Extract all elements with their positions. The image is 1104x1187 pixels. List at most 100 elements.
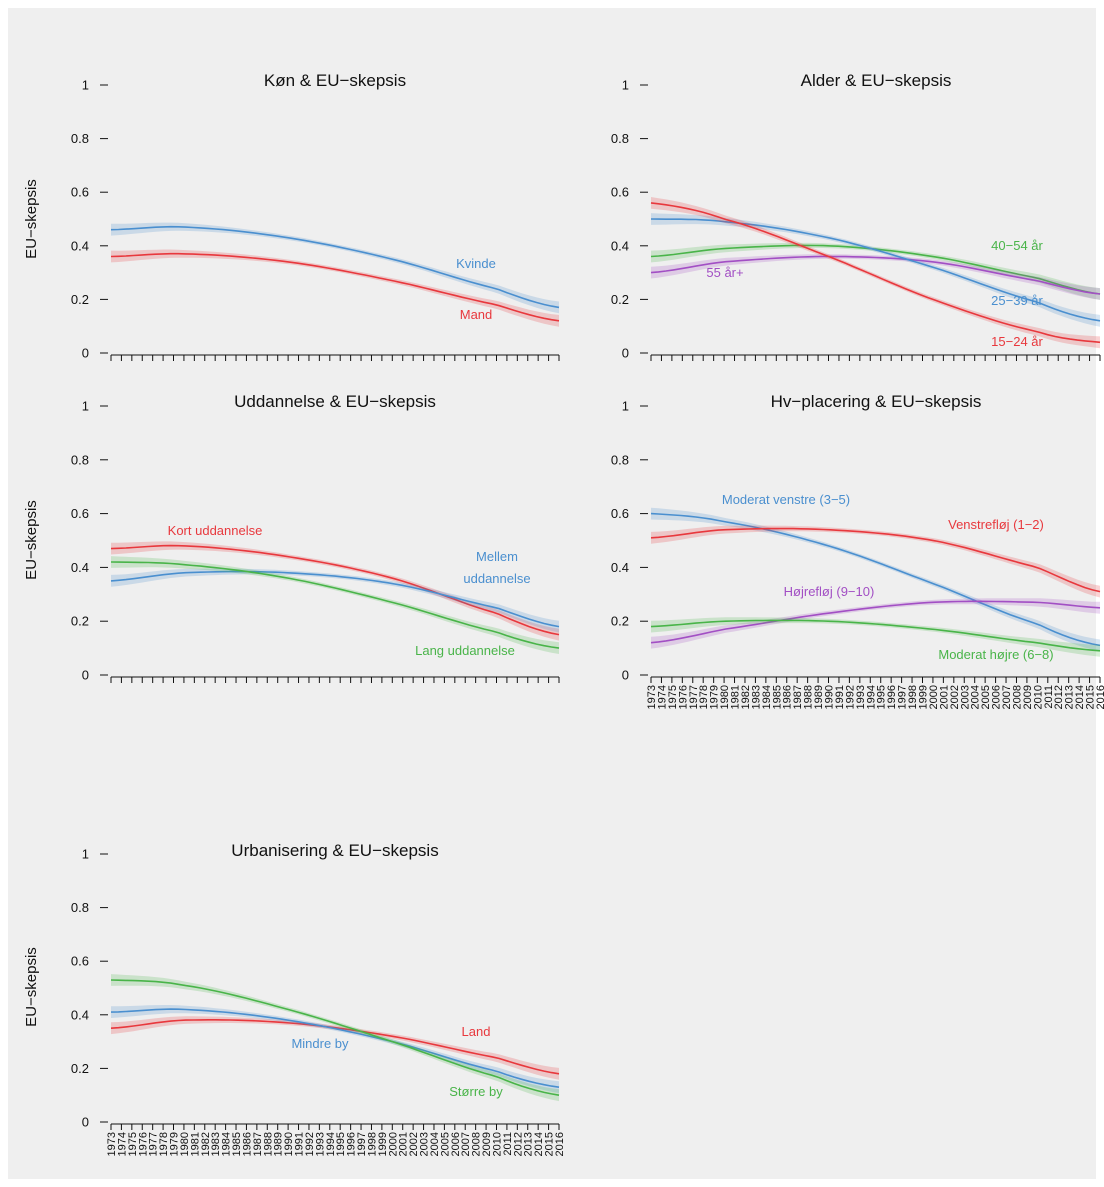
x-tick-label: 1978: [698, 685, 710, 709]
x-tick-label: 2013: [523, 1132, 535, 1156]
x-tick-label: 1978: [158, 1132, 170, 1156]
x-tick-label: 1990: [824, 685, 836, 709]
x-tick-label: 2006: [450, 1132, 462, 1156]
y-tick-label: 0.4: [611, 560, 629, 575]
x-tick-label: 1982: [740, 685, 752, 709]
series-line: [650, 202, 1101, 344]
y-tick-label: 0.8: [71, 900, 89, 915]
series-label: Mand: [460, 307, 493, 322]
x-tick-label: 2002: [408, 1132, 420, 1156]
y-tick-label: 1: [82, 399, 89, 414]
panel-title: Alder & EU−skepsis: [801, 71, 952, 90]
y-tick-label: 0.8: [71, 131, 89, 146]
y-tick-label: 0: [82, 1115, 89, 1130]
y-tick-label: 0.6: [611, 506, 629, 521]
x-tick-label: 1980: [179, 1132, 191, 1156]
x-tick-label: 1981: [730, 685, 742, 709]
series-line: [110, 544, 560, 636]
series-line: [110, 252, 560, 322]
x-tick-label: 1993: [314, 1132, 326, 1156]
x-tick-label: 1999: [377, 1132, 389, 1156]
series-label: Kort uddannelse: [168, 523, 263, 538]
x-tick-label: 2005: [439, 1132, 451, 1156]
x-tick-label: 1984: [221, 1132, 233, 1156]
y-tick-label: 1: [622, 78, 629, 93]
series-label: Moderat højre (6−8): [938, 647, 1053, 662]
series-label: Mindre by: [291, 1036, 349, 1051]
x-tick-label: 1991: [834, 685, 846, 709]
x-tick-label: 2003: [419, 1132, 431, 1156]
series-confidence-band: [111, 249, 559, 327]
x-tick-label: 1998: [366, 1132, 378, 1156]
y-tick-label: 1: [82, 78, 89, 93]
series-label: 55 år+: [706, 265, 743, 280]
x-tick-label: 2007: [460, 1132, 472, 1156]
y-tick-label: 0.6: [71, 185, 89, 200]
x-tick-label: 1995: [335, 1132, 347, 1156]
y-axis-label: EU−skepsis: [23, 179, 40, 259]
y-axis-label: EU−skepsis: [23, 947, 40, 1027]
x-tick-label: 1986: [782, 685, 794, 709]
y-tick-label: 0.2: [71, 614, 89, 629]
x-tick-label: 2010: [491, 1132, 503, 1156]
x-tick-label: 2011: [502, 1132, 514, 1156]
y-tick-label: 0: [622, 346, 629, 361]
y-tick-label: 0.8: [611, 452, 629, 467]
x-tick-label: 1985: [771, 685, 783, 709]
x-tick-label: 2013: [1064, 685, 1076, 709]
x-tick-label: 1996: [886, 685, 898, 709]
y-tick-label: 0.4: [71, 238, 89, 253]
series-line: [110, 561, 560, 649]
series-label: uddannelse: [463, 571, 530, 586]
x-tick-label: 1979: [169, 1132, 181, 1156]
x-tick-label: 1994: [865, 685, 877, 709]
x-tick-label: 1994: [325, 1132, 337, 1156]
x-tick-label: 1992: [304, 1132, 316, 1156]
x-tick-label: 1973: [106, 1132, 118, 1156]
x-tick-label: 2007: [1001, 685, 1013, 709]
panel-title: Uddannelse & EU−skepsis: [234, 392, 436, 411]
y-tick-label: 0.6: [71, 506, 89, 521]
x-tick-label: 2005: [980, 685, 992, 709]
series-confidence-band: [111, 1005, 559, 1094]
y-tick-label: 0.8: [611, 131, 629, 146]
panel-title: Hv−placering & EU−skepsis: [771, 392, 982, 411]
x-tick-label: 2014: [1074, 685, 1086, 709]
x-tick-label: 2000: [928, 685, 940, 709]
y-tick-label: 1: [82, 847, 89, 862]
plot-background: [8, 8, 1096, 1179]
x-tick-label: 1983: [750, 685, 762, 709]
y-tick-label: 0.6: [611, 185, 629, 200]
x-tick-label: 1976: [137, 1132, 149, 1156]
series-line: [110, 225, 560, 309]
series-line: [650, 600, 1101, 644]
series-line: [650, 619, 1101, 652]
x-tick-label: 2012: [1053, 685, 1065, 709]
series-label: Kvinde: [456, 256, 496, 271]
y-tick-label: 1: [622, 399, 629, 414]
series-label: 15−24 år: [991, 334, 1043, 349]
series-line: [650, 512, 1101, 647]
x-tick-label: 1989: [273, 1132, 285, 1156]
x-tick-label: 2014: [533, 1132, 545, 1156]
x-tick-label: 2012: [512, 1132, 524, 1156]
series-confidence-band: [651, 254, 1100, 300]
x-tick-label: 2004: [970, 685, 982, 709]
x-tick-label: 1981: [189, 1132, 201, 1156]
x-tick-label: 2011: [1043, 685, 1055, 709]
x-tick-label: 2006: [991, 685, 1003, 709]
series-label: 25−39 år: [991, 293, 1043, 308]
series-confidence-band: [651, 242, 1100, 300]
x-tick-label: 1977: [688, 685, 700, 709]
x-tick-label: 1975: [127, 1132, 139, 1156]
y-tick-label: 0.6: [71, 954, 89, 969]
x-tick-label: 1980: [719, 685, 731, 709]
y-tick-label: 0: [82, 346, 89, 361]
x-tick-label: 1997: [356, 1132, 368, 1156]
x-tick-label: 1985: [231, 1132, 243, 1156]
x-tick-label: 1996: [346, 1132, 358, 1156]
x-tick-label: 2001: [398, 1132, 410, 1156]
x-tick-label: 2010: [1032, 685, 1044, 709]
